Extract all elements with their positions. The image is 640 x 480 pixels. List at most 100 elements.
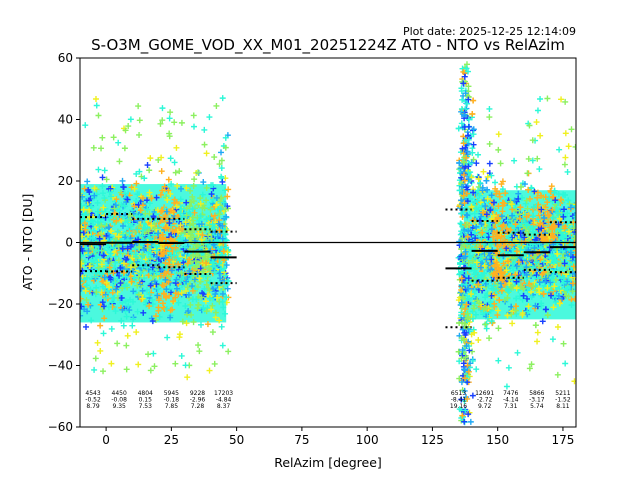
scatter-point — [169, 228, 176, 235]
scatter-point — [133, 212, 140, 219]
scatter-point — [506, 281, 513, 288]
bin-mean-label: -2.72 — [477, 397, 493, 404]
scatter-point — [534, 329, 541, 336]
scatter-point — [223, 294, 230, 301]
scatter-point — [125, 302, 132, 309]
scatter-point — [128, 249, 135, 256]
scatter-point — [215, 246, 222, 253]
scatter-point — [539, 318, 546, 325]
scatter-point — [95, 166, 102, 173]
scatter-point — [177, 277, 184, 284]
scatter-point — [118, 294, 125, 301]
scatter-point — [537, 245, 544, 252]
scatter-point — [475, 183, 482, 190]
scatter-point — [135, 273, 142, 280]
bin-count-label: 5866 — [529, 390, 544, 397]
scatter-point — [482, 321, 489, 328]
scatter-point — [130, 288, 137, 295]
scatter-point — [119, 245, 126, 252]
scatter-point — [191, 176, 198, 183]
bin-std-label: 9.72 — [478, 403, 492, 410]
scatter-point — [203, 184, 210, 191]
scatter-point — [463, 301, 470, 308]
scatter-point — [100, 204, 107, 211]
scatter-point — [147, 155, 154, 162]
scatter-point — [103, 176, 110, 183]
scatter-point — [518, 183, 525, 190]
bin-std-label: 9.35 — [112, 403, 126, 410]
scatter-point — [459, 326, 466, 333]
scatter-point — [117, 280, 124, 287]
scatter-point — [462, 144, 469, 151]
scatter-point — [470, 189, 477, 196]
scatter-point — [484, 195, 491, 202]
scatter-point — [92, 95, 99, 102]
scatter-point — [463, 281, 470, 288]
scatter-point — [507, 226, 514, 233]
scatter-point — [555, 199, 562, 206]
scatter-point — [153, 194, 160, 201]
scatter-point — [568, 126, 575, 133]
scatter-point — [567, 249, 574, 256]
scatter-point — [183, 278, 190, 285]
scatter-point — [465, 259, 472, 266]
scatter-point — [167, 307, 174, 314]
scatter-point — [526, 195, 533, 202]
scatter-point — [529, 157, 536, 164]
scatter-point — [187, 187, 194, 194]
scatter-point — [93, 254, 100, 261]
scatter-point — [463, 184, 470, 191]
scatter-point — [183, 232, 190, 239]
scatter-point — [217, 275, 224, 282]
scatter-point — [503, 383, 510, 390]
scatter-point — [195, 302, 202, 309]
scatter-point — [190, 198, 197, 205]
scatter-point — [494, 261, 501, 268]
bin-std-label: 19.16 — [450, 403, 467, 410]
scatter-point — [479, 229, 486, 236]
scatter-point — [181, 244, 188, 251]
scatter-point — [557, 287, 564, 294]
bin-mean-label: -0.18 — [164, 397, 180, 404]
scatter-point — [571, 378, 576, 385]
scatter-point — [509, 320, 516, 327]
scatter-point — [508, 222, 515, 229]
scatter-point — [515, 258, 522, 265]
bin-std-label: 7.53 — [139, 403, 153, 410]
scatter-point — [93, 289, 100, 296]
scatter-point — [161, 183, 168, 190]
scatter-point — [205, 264, 212, 271]
scatter-point — [216, 317, 223, 324]
scatter-point — [464, 233, 471, 240]
scatter-point — [178, 185, 185, 192]
scatter-point — [164, 196, 171, 203]
scatter-point — [483, 256, 490, 263]
scatter-point — [564, 168, 571, 175]
scatter-point — [464, 297, 471, 304]
scatter-point — [80, 260, 85, 267]
scatter-point — [536, 279, 543, 286]
scatter-point — [509, 255, 516, 262]
scatter-point — [483, 177, 490, 184]
scatter-point — [518, 220, 525, 227]
scatter-point — [191, 276, 198, 283]
scatter-point — [471, 198, 478, 205]
scatter-point — [139, 252, 146, 259]
y-tick-label: −20 — [48, 297, 73, 311]
scatter-point — [99, 283, 106, 290]
scatter-point — [536, 240, 543, 247]
scatter-point — [107, 274, 114, 281]
scatter-point — [81, 211, 88, 218]
scatter-point — [548, 183, 555, 190]
scatter-point — [175, 299, 182, 306]
scatter-point — [97, 322, 104, 329]
scatter-point — [153, 269, 160, 276]
scatter-point — [99, 190, 106, 197]
bin-std-label: 8.79 — [86, 403, 100, 410]
scatter-point — [495, 325, 502, 332]
scatter-point — [542, 212, 549, 219]
scatter-point — [189, 229, 196, 236]
bin-count-label: 9228 — [190, 390, 205, 397]
scatter-point — [500, 222, 507, 229]
scatter-point — [136, 168, 143, 175]
